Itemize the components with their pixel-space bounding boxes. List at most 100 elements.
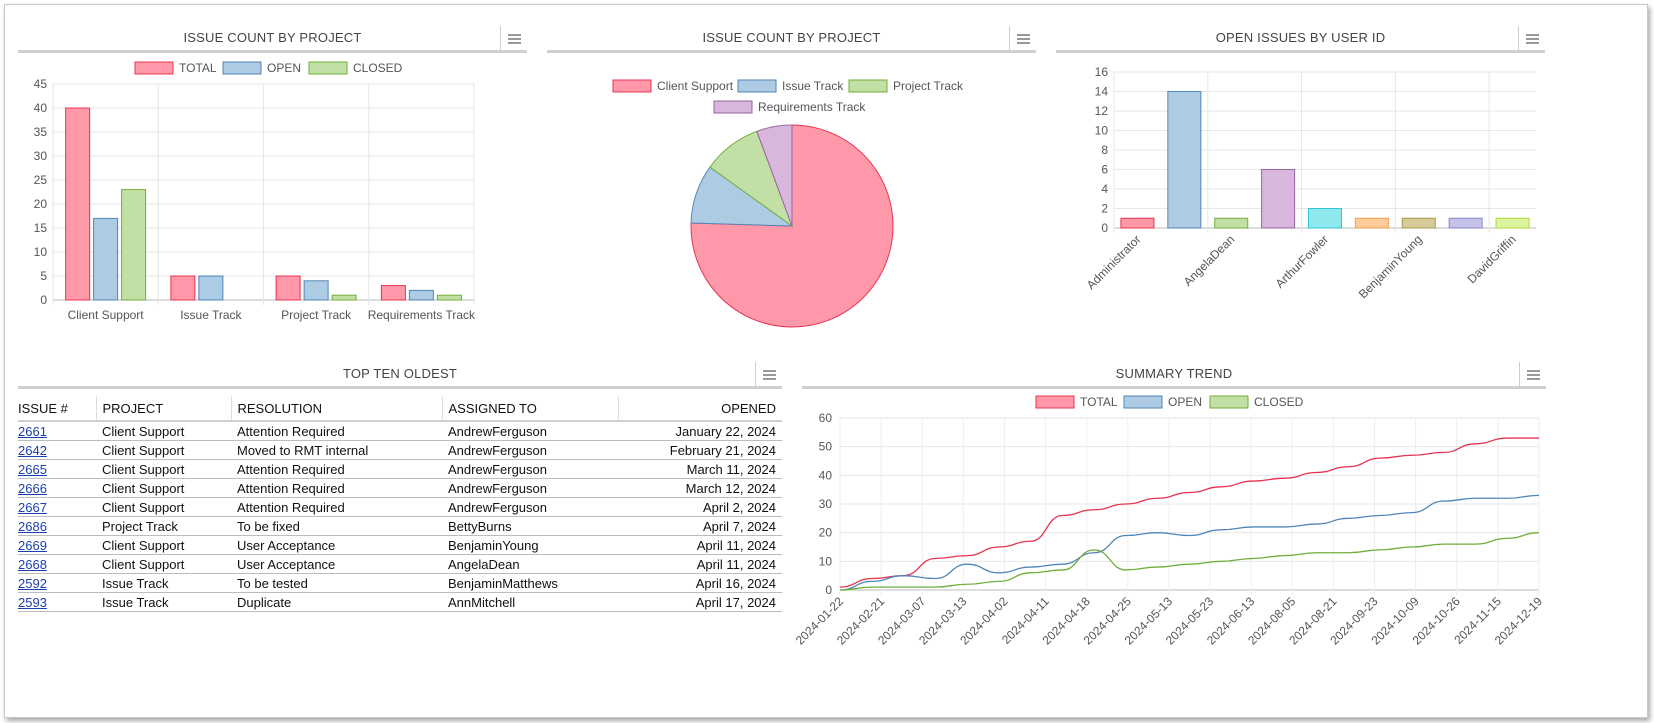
table-row[interactable]: 2661 Client Support Attention Required Andr… xyxy=(18,421,782,441)
legend-item[interactable]: Project Track xyxy=(848,79,964,93)
panel-header: ISSUE COUNT BY PROJECT xyxy=(18,26,527,53)
resolution-cell: User Acceptance xyxy=(231,554,442,574)
legend-label: TOTAL xyxy=(1080,395,1118,409)
y-tick-label: 0 xyxy=(1101,221,1108,235)
assigned-to-cell: AnnMitchell xyxy=(442,592,618,612)
legend-item[interactable]: TOTAL xyxy=(134,61,217,75)
legend-item[interactable]: OPEN xyxy=(1123,395,1202,409)
issue-number-link[interactable]: 2669 xyxy=(18,537,47,553)
issue-number-cell: 2669 xyxy=(18,535,96,555)
y-tick-label: 40 xyxy=(34,101,48,115)
column-header-opened[interactable]: OPENED xyxy=(617,396,782,422)
issue-number-link[interactable]: 2593 xyxy=(18,594,47,610)
legend-swatch xyxy=(1209,395,1249,409)
opened-cell: April 17, 2024 xyxy=(618,592,782,612)
legend-swatch xyxy=(737,79,777,93)
table-row[interactable]: 2592 Issue Track To be tested BenjaminMatth… xyxy=(18,573,782,593)
issue-number-link[interactable]: 2665 xyxy=(18,461,47,477)
legend-label: TOTAL xyxy=(179,61,217,75)
column-header-assigned-to[interactable]: ASSIGNED TO xyxy=(441,396,618,422)
issue-number-link[interactable]: 2661 xyxy=(18,423,47,439)
legend-item[interactable]: CLOSED xyxy=(1209,395,1304,409)
bar xyxy=(303,280,329,301)
bar xyxy=(1448,217,1483,229)
resolution-cell: Attention Required xyxy=(231,497,442,517)
panel-menu-icon[interactable] xyxy=(755,362,782,386)
table-row[interactable]: 2668 Client Support User Acceptance AngelaD… xyxy=(18,554,782,574)
issue-number-link[interactable]: 2592 xyxy=(18,575,47,591)
x-tick-label: Project Track xyxy=(281,308,352,322)
legend-swatch xyxy=(713,100,753,114)
pie-slice xyxy=(756,124,793,227)
bar xyxy=(1308,208,1342,229)
panel-menu-icon[interactable] xyxy=(1009,26,1036,50)
table-row[interactable]: 2686 Project Track To be fixed BettyBurns Ap… xyxy=(18,516,782,536)
legend-label: Project Track xyxy=(893,79,964,93)
panel-menu-icon[interactable] xyxy=(500,26,527,50)
issue-number-link[interactable]: 2668 xyxy=(18,556,47,572)
legend-item[interactable]: Client Support xyxy=(612,79,734,93)
x-tick-label: Issue Track xyxy=(180,308,242,322)
issue-number-cell: 2686 xyxy=(18,516,96,536)
project-cell: Client Support xyxy=(96,497,231,517)
assigned-to-cell: BenjaminYoung xyxy=(442,535,618,555)
y-tick-label: 20 xyxy=(819,526,833,540)
resolution-cell: To be fixed xyxy=(231,516,442,536)
y-tick-label: 2 xyxy=(1101,202,1108,216)
y-tick-label: 30 xyxy=(819,497,833,511)
issue-number-link[interactable]: 2666 xyxy=(18,480,47,496)
table-row[interactable]: 2669 Client Support User Acceptance Benjami… xyxy=(18,535,782,555)
legend-item[interactable]: OPEN xyxy=(222,61,301,75)
table-row[interactable]: 2665 Client Support Attention Required Andr… xyxy=(18,459,782,479)
column-header-resolution[interactable]: RESOLUTION xyxy=(230,396,442,422)
series-line xyxy=(839,437,1539,588)
panel-menu-icon[interactable] xyxy=(1518,26,1545,50)
panel-summary-trend: SUMMARY TREND TOTAL OPEN CLOSED 0 10 20 30 40 50… xyxy=(793,362,1546,662)
bar xyxy=(1401,217,1436,229)
y-tick-label: 0 xyxy=(40,293,47,307)
opened-cell: March 11, 2024 xyxy=(618,459,782,479)
opened-cell: April 2, 2024 xyxy=(618,497,782,517)
column-header-issue[interactable]: ISSUE # xyxy=(18,396,96,422)
panel-menu-icon[interactable] xyxy=(1519,362,1546,386)
panel-title: ISSUE COUNT BY PROJECT xyxy=(702,30,881,45)
resolution-cell: Attention Required xyxy=(231,421,442,441)
y-tick-label: 20 xyxy=(34,197,48,211)
project-cell: Client Support xyxy=(96,535,231,555)
issue-number-link[interactable]: 2642 xyxy=(18,442,47,458)
bar xyxy=(65,107,91,301)
table-row[interactable]: 2667 Client Support Attention Required Andr… xyxy=(18,497,782,517)
assigned-to-cell: AndrewFerguson xyxy=(442,421,618,441)
project-cell: Client Support xyxy=(96,478,231,498)
table-row[interactable]: 2642 Client Support Moved to RMT internal A… xyxy=(18,440,782,460)
opened-cell: March 12, 2024 xyxy=(618,478,782,498)
legend-label: OPEN xyxy=(267,61,301,75)
x-tick-label: BenjaminYoung xyxy=(1356,232,1425,301)
table-row[interactable]: 2593 Issue Track Duplicate AnnMitchell April… xyxy=(18,592,782,612)
legend-item[interactable]: CLOSED xyxy=(308,61,403,75)
bar xyxy=(408,289,434,301)
issue-count-bar-chart: TOTAL OPEN CLOSED 0 5 10 15 20 25 30 35 40 45 Client … xyxy=(34,61,476,322)
panel-title: OPEN ISSUES BY USER ID xyxy=(1215,30,1386,45)
y-tick-label: 10 xyxy=(34,245,48,259)
resolution-cell: Attention Required xyxy=(231,478,442,498)
issue-number-link[interactable]: 2667 xyxy=(18,499,47,515)
legend-item[interactable]: Requirements Track xyxy=(713,100,866,114)
panel-issue-count-bar: ISSUE COUNT BY PROJECT TOTAL OPEN CLOSED 0 5… xyxy=(18,26,527,326)
panel-header: ISSUE COUNT BY PROJECT xyxy=(547,26,1036,53)
table-row[interactable]: 2666 Client Support Attention Required Andr… xyxy=(18,478,782,498)
panel-open-issues-by-user: OPEN ISSUES BY USER ID 0 2 4 6 8 10 12 14 16 Admi… xyxy=(1056,26,1545,326)
legend-swatch xyxy=(848,79,888,93)
project-cell: Client Support xyxy=(96,421,231,441)
legend-item[interactable]: TOTAL xyxy=(1035,395,1118,409)
opened-cell: February 21, 2024 xyxy=(618,440,782,460)
opened-cell: April 16, 2024 xyxy=(618,573,782,593)
legend-item[interactable]: Issue Track xyxy=(737,79,844,93)
panel-top-ten-oldest: TOP TEN OLDEST ISSUE # PROJECT RESOLUTIO… xyxy=(18,362,782,622)
opened-cell: January 22, 2024 xyxy=(618,421,782,441)
y-tick-label: 25 xyxy=(34,173,48,187)
issue-number-link[interactable]: 2686 xyxy=(18,518,47,534)
bar xyxy=(170,275,196,301)
project-cell: Project Track xyxy=(96,516,231,536)
column-header-project[interactable]: PROJECT xyxy=(95,396,231,422)
